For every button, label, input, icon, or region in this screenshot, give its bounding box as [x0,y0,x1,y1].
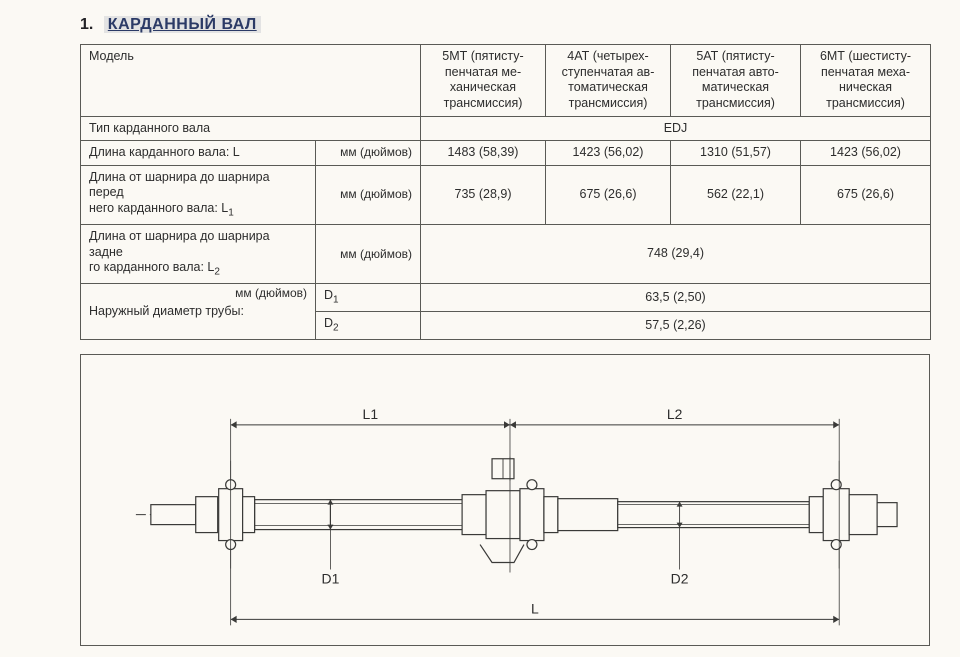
col-header: 4АТ (четырех­ступенчатая ав­томатическая… [546,45,671,117]
row-value: 1483 (58,39) [421,141,546,166]
heading-title: КАРДАННЫЙ ВАЛ [104,16,261,33]
row-value: 735 (28,9) [421,165,546,224]
row-value: 748 (29,4) [421,225,931,284]
col-header: 5АТ (пятисту­пенчатая авто­матическая тр… [671,45,801,117]
row-value: EDJ [421,116,931,141]
label-line2: го карданного вала: L [89,260,214,274]
propeller-shaft-diagram: L1 L2 L D1 D2 [81,355,929,644]
table-row: Длина от шарнира до шарнира перед­ него … [81,165,931,224]
row-unit: мм (дюймов) [316,141,421,166]
table-row: Модель 5МТ (пятисту­пенчатая ме­ханическ… [81,45,931,117]
row-unit: мм (дюймов) [235,286,307,301]
heading-number: 1. [80,16,93,33]
row-value: 57,5 (2,26) [421,312,931,340]
row-value: 1310 (51,57) [671,141,801,166]
svg-text:D1: D1 [321,571,339,587]
label-line1: Длина от шарнира до шарнира задне­ [89,229,270,259]
col-header: 6МТ (шестисту­пенчатая меха­ническая тра… [801,45,931,117]
svg-text:D2: D2 [671,571,689,587]
row-value: 675 (26,6) [801,165,931,224]
svg-text:L: L [531,601,539,617]
outer-diam-label: Наружный диаметр трубы: [89,304,244,318]
row-unit: мм (дюймов) [316,225,421,284]
label-line2: него карданного вала: L [89,201,228,215]
table-row: Длина карданного вала: L мм (дюймов) 148… [81,141,931,166]
d-label: D1 [316,284,421,312]
label-line1: Длина от шарнира до шарнира перед­ [89,170,270,200]
model-label: Модель [81,45,421,117]
table-row: Наружный диаметр трубы: мм (дюймов) D1 6… [81,284,931,312]
svg-text:L2: L2 [667,406,683,422]
row-value: 63,5 (2,50) [421,284,931,312]
row-label: Наружный диаметр трубы: мм (дюймов) [81,284,316,340]
row-value: 562 (22,1) [671,165,801,224]
table-row: Тип карданного вала EDJ [81,116,931,141]
col-header: 5МТ (пятисту­пенчатая ме­ханическая тран… [421,45,546,117]
row-label: Длина от шарнира до шарнира задне­ го ка… [81,225,316,284]
row-label: Длина карданного вала: L [81,141,316,166]
row-value: 1423 (56,02) [801,141,931,166]
row-label: Тип карданного вала [81,116,421,141]
d-label: D2 [316,312,421,340]
table-row: Длина от шарнира до шарнира задне­ го ка… [81,225,931,284]
spec-table: Модель 5МТ (пятисту­пенчатая ме­ханическ… [80,44,931,340]
row-label: Длина от шарнира до шарнира перед­ него … [81,165,316,224]
label-sub: 1 [228,208,234,219]
row-value: 1423 (56,02) [546,141,671,166]
document-page: 1. КАРДАННЫЙ ВАЛ Модель 5МТ (пятисту­пен… [0,0,960,657]
svg-text:L1: L1 [363,406,379,422]
diagram-container: L1 L2 L D1 D2 [80,354,930,645]
section-heading: 1. КАРДАННЫЙ ВАЛ [80,16,932,34]
label-sub: 2 [214,267,220,278]
row-value: 675 (26,6) [546,165,671,224]
row-unit: мм (дюймов) [316,165,421,224]
